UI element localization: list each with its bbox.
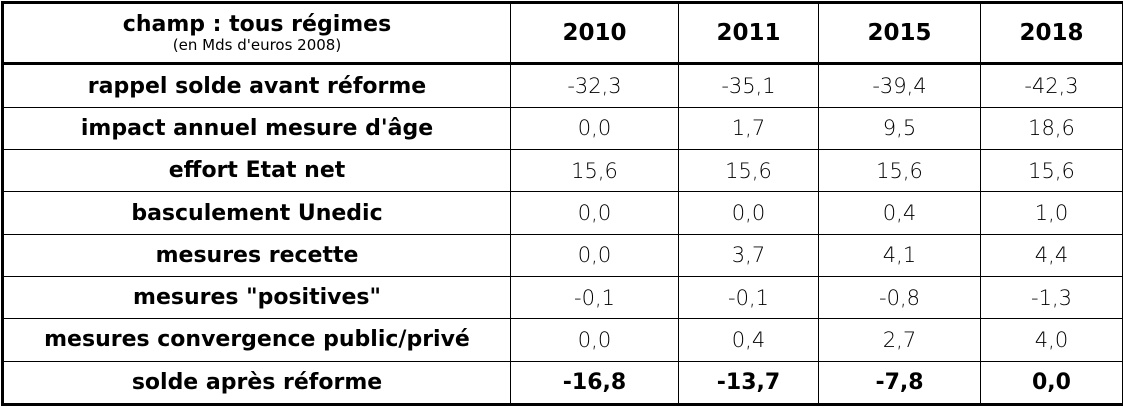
cell-value: 3,7	[679, 234, 819, 276]
cell-value: 18,6	[981, 107, 1123, 149]
cell-value: 4,0	[981, 319, 1123, 361]
cell-value: 1,7	[679, 107, 819, 149]
cell-value: 0,0	[981, 361, 1123, 404]
cell-value: -13,7	[679, 361, 819, 404]
cell-value: 1,0	[981, 192, 1123, 234]
cell-value: 15,6	[511, 150, 679, 192]
header-row: champ : tous régimes (en Mds d'euros 200…	[3, 3, 1123, 64]
cell-value: -1,3	[981, 277, 1123, 319]
header-subtitle: (en Mds d'euros 2008)	[4, 37, 510, 54]
column-header: 2018	[981, 3, 1123, 64]
cell-value: -16,8	[511, 361, 679, 404]
header-cell: champ : tous régimes (en Mds d'euros 200…	[3, 3, 511, 64]
row-label: mesures recette	[3, 234, 511, 276]
cell-value: 0,0	[511, 107, 679, 149]
row-label: effort Etat net	[3, 150, 511, 192]
row-label: mesures convergence public/privé	[3, 319, 511, 361]
cell-value: 2,7	[819, 319, 981, 361]
column-header: 2010	[511, 3, 679, 64]
cell-value: -0,1	[511, 277, 679, 319]
cell-value: 4,4	[981, 234, 1123, 276]
column-header: 2011	[679, 3, 819, 64]
cell-value: 15,6	[819, 150, 981, 192]
row-label: rappel solde avant réforme	[3, 64, 511, 107]
cell-value: 0,4	[679, 319, 819, 361]
row-label: basculement Unedic	[3, 192, 511, 234]
cell-value: 4,1	[819, 234, 981, 276]
header-title: champ : tous régimes	[4, 13, 510, 37]
cell-value: -35,1	[679, 64, 819, 107]
row-label: solde après réforme	[3, 361, 511, 404]
cell-value: 0,0	[511, 192, 679, 234]
cell-value: 15,6	[679, 150, 819, 192]
cell-value: 0,4	[819, 192, 981, 234]
cell-value: -0,1	[679, 277, 819, 319]
cell-value: 15,6	[981, 150, 1123, 192]
row-label: impact annuel mesure d'âge	[3, 107, 511, 149]
cell-value: -7,8	[819, 361, 981, 404]
cell-value: 9,5	[819, 107, 981, 149]
cell-value: -32,3	[511, 64, 679, 107]
cell-value: -42,3	[981, 64, 1123, 107]
cell-value: 0,0	[511, 319, 679, 361]
table-row: mesures "positives"-0,1-0,1-0,8-1,3	[3, 277, 1123, 319]
row-label: mesures "positives"	[3, 277, 511, 319]
column-header: 2015	[819, 3, 981, 64]
cell-value: -39,4	[819, 64, 981, 107]
table-row: rappel solde avant réforme-32,3-35,1-39,…	[3, 64, 1123, 107]
cell-value: -0,8	[819, 277, 981, 319]
cell-value: 0,0	[511, 234, 679, 276]
table-body: champ : tous régimes (en Mds d'euros 200…	[3, 3, 1123, 405]
cell-value: 0,0	[679, 192, 819, 234]
